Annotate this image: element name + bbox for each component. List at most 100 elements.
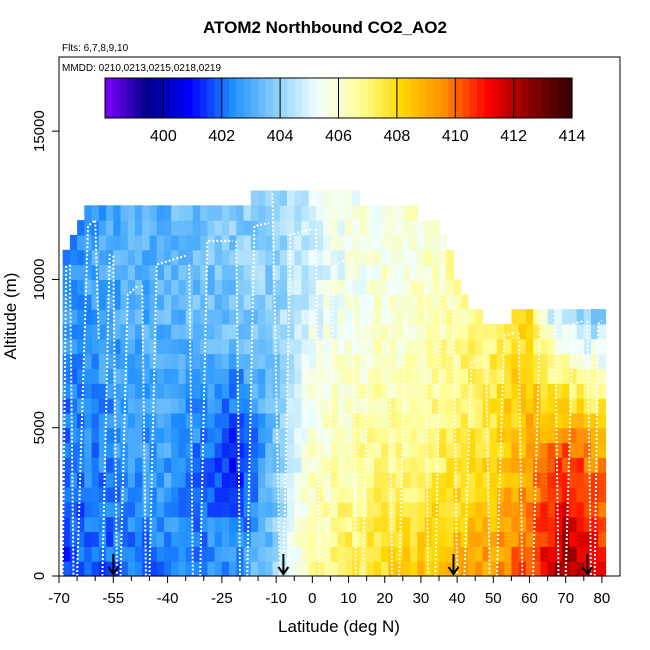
heatmap-cell [533,501,541,518]
heatmap-cell [164,516,172,533]
heatmap-cell [439,249,447,266]
y-tick-label: 10000 [31,259,48,301]
heatmap-cell [207,353,216,369]
heatmap-cell [344,353,353,369]
heatmap-cell [439,546,447,562]
heatmap-cell [562,561,570,577]
heatmap-cell [207,309,216,325]
heatmap-cell [402,487,411,503]
heatmap-cell [511,516,520,533]
heatmap-cell [554,338,563,355]
heatmap-cell [250,442,259,458]
heatmap-cell [489,531,498,547]
heatmap-cell [591,309,599,325]
heatmap-cell [547,353,556,369]
heatmap-cell [265,294,274,310]
heatmap-cell [395,472,404,488]
heatmap-cell [294,442,303,458]
heatmap-cell [77,323,85,340]
heatmap-cell [265,398,274,414]
heatmap-cell [366,294,375,310]
heatmap-cell [149,457,158,473]
heatmap-cell [489,472,498,488]
heatmap-cell [511,442,520,458]
heatmap-cell [424,294,433,310]
heatmap-cell [402,398,411,414]
heatmap-cell [77,353,85,369]
heatmap-cell [562,516,570,533]
heatmap-cell [106,427,114,444]
heatmap-cell [446,323,455,340]
heatmap-cell [352,412,360,429]
colorbar-segment [411,78,420,118]
heatmap-cell [518,368,527,384]
heatmap-cell [243,309,252,325]
heatmap-cell [84,368,93,384]
heatmap-cell [84,294,93,310]
heatmap-cell [142,368,150,384]
heatmap-cell [301,412,310,429]
heatmap-cell [554,398,563,414]
heatmap-cell [504,383,512,399]
heatmap-cell [431,338,440,355]
heatmap-cell [250,472,259,488]
heatmap-cell [243,546,252,562]
heatmap-cell [279,220,288,236]
heatmap-cell [69,309,78,325]
heatmap-cell [106,412,114,429]
heatmap-cell [410,442,418,458]
heatmap-cell [482,457,491,473]
heatmap-cell [135,516,143,533]
heatmap-cell [98,309,107,325]
heatmap-cell [178,353,187,369]
heatmap-cell [489,383,498,399]
heatmap-cell [156,546,165,562]
heatmap-cell [554,412,563,429]
heatmap-cell [207,472,216,488]
heatmap-cell [511,472,520,488]
heatmap-cell [214,442,223,458]
y-axis-title: Altitude (m) [1,273,20,360]
heatmap-cell [344,205,353,221]
x-tick-label: -70 [48,590,70,607]
heatmap-cell [554,309,563,325]
heatmap-cell [337,249,346,266]
heatmap-cell [221,309,230,325]
heatmap-cell [330,457,339,473]
heatmap-cell [279,264,288,280]
heatmap-cell [381,427,389,444]
heatmap-cell [135,487,143,503]
colorbar-segment [323,78,332,118]
heatmap-cell [221,501,230,518]
heatmap-cell [120,279,129,295]
heatmap-cell [366,220,375,236]
heatmap-cell [294,546,303,562]
heatmap-cell [359,516,368,533]
heatmap-cell [308,353,317,369]
heatmap-cell [106,442,114,458]
arrow-head [447,566,460,576]
heatmap-cell [323,383,331,399]
heatmap-cell [301,234,310,251]
heatmap-cell [598,323,607,340]
heatmap-cell [84,353,93,369]
heatmap-cell [279,501,288,518]
heatmap-cell [482,501,491,518]
heatmap-cell [344,427,353,444]
heatmap-cell [265,309,274,325]
x-tick-label: 0 [308,590,316,607]
heatmap-cell [214,561,223,577]
heatmap-cell [287,487,295,503]
heatmap-cell [149,368,158,384]
heatmap-cell [373,546,382,562]
heatmap-cell [576,383,585,399]
heatmap-cell [192,501,201,518]
heatmap-cell [294,205,303,221]
heatmap-cell [98,353,107,369]
heatmap-cell [250,427,259,444]
heatmap-cell [185,264,194,280]
heatmap-cell [337,234,346,251]
heatmap-cell [359,442,368,458]
heatmap-cell [69,472,78,488]
heatmap-cell [243,368,252,384]
